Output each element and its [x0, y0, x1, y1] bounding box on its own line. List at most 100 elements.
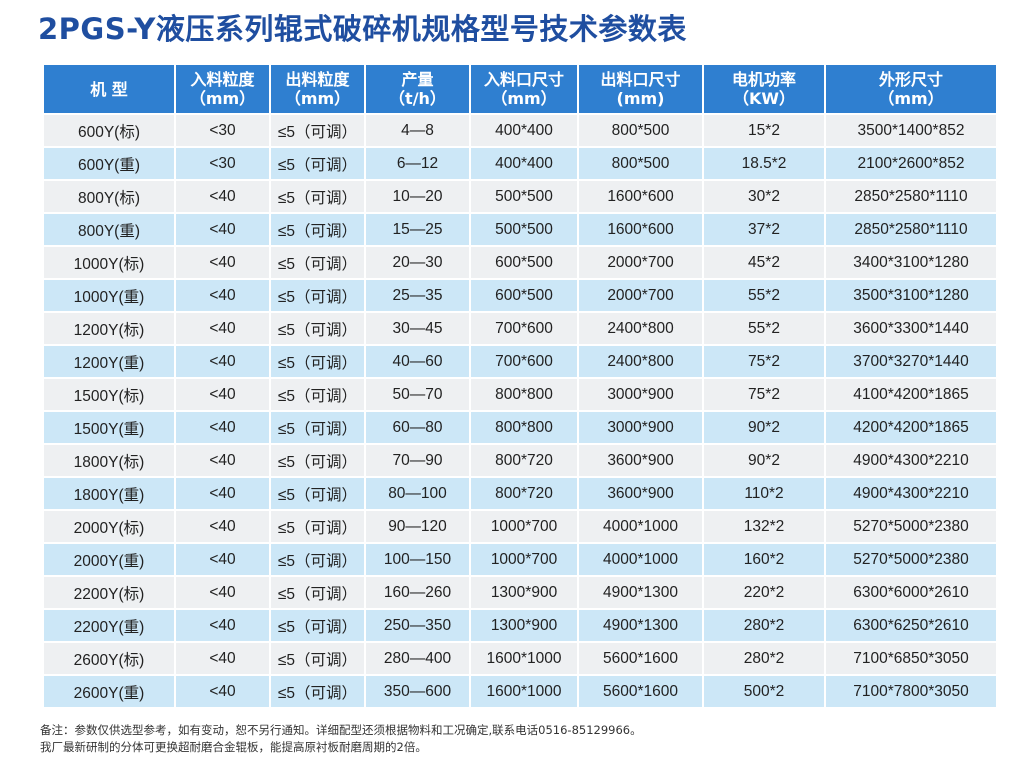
cell-motor-power: 37*2	[704, 214, 824, 245]
cell-feed-opening: 1300*900	[471, 610, 577, 641]
cell-feed-opening: 600*500	[471, 247, 577, 278]
cell-discharge-size: ≤5（可调）	[271, 676, 364, 707]
cell-feed-size: <40	[176, 577, 269, 608]
cell-feed-opening: 800*800	[471, 379, 577, 410]
cell-model: 1500Y(重)	[44, 412, 174, 443]
table-row: 1500Y(重) <40 ≤5（可调） 60—80 800*800 3000*900 90*…	[44, 412, 996, 443]
cell-discharge-size: ≤5（可调）	[271, 115, 364, 146]
cell-motor-power: 280*2	[704, 643, 824, 674]
cell-discharge-opening: 2400*800	[579, 313, 702, 344]
cell-feed-opening: 1000*700	[471, 511, 577, 542]
cell-model: 1000Y(标)	[44, 247, 174, 278]
table-row: 1200Y(重) <40 ≤5（可调） 40—60 700*600 2400*800 75*…	[44, 346, 996, 377]
cell-model: 2000Y(重)	[44, 544, 174, 575]
cell-discharge-size: ≤5（可调）	[271, 313, 364, 344]
cell-motor-power: 220*2	[704, 577, 824, 608]
cell-motor-power: 18.5*2	[704, 148, 824, 179]
cell-dimensions: 7100*7800*3050	[826, 676, 996, 707]
cell-motor-power: 55*2	[704, 313, 824, 344]
cell-discharge-opening: 2400*800	[579, 346, 702, 377]
cell-capacity: 10—20	[366, 181, 469, 212]
cell-motor-power: 110*2	[704, 478, 824, 509]
cell-model: 2600Y(重)	[44, 676, 174, 707]
cell-capacity: 50—70	[366, 379, 469, 410]
cell-feed-size: <30	[176, 148, 269, 179]
cell-discharge-size: ≤5（可调）	[271, 379, 364, 410]
cell-dimensions: 5270*5000*2380	[826, 544, 996, 575]
header-discharge-size: 出料粒度 （mm）	[271, 65, 364, 113]
cell-capacity: 60—80	[366, 412, 469, 443]
cell-feed-size: <40	[176, 544, 269, 575]
table-row: 2000Y(标) <40 ≤5（可调） 90—120 1000*700 4000*1000…	[44, 511, 996, 542]
cell-feed-size: <30	[176, 115, 269, 146]
header-label: 入料粒度	[190, 70, 255, 89]
header-unit: （mm）	[284, 89, 351, 108]
table-row: 2200Y(重) <40 ≤5（可调） 250—350 1300*900 4900*130…	[44, 610, 996, 641]
cell-motor-power: 75*2	[704, 346, 824, 377]
header-unit: （KW）	[732, 89, 796, 108]
cell-discharge-size: ≤5（可调）	[271, 511, 364, 542]
cell-feed-opening: 500*500	[471, 181, 577, 212]
table-row: 600Y(标) <30 ≤5（可调） 4—8 400*400 800*500 15*2 350…	[44, 115, 996, 146]
cell-feed-opening: 1600*1000	[471, 643, 577, 674]
cell-capacity: 350—600	[366, 676, 469, 707]
cell-motor-power: 132*2	[704, 511, 824, 542]
header-motor-power: 电机功率 （KW）	[704, 65, 824, 113]
cell-model: 1800Y(标)	[44, 445, 174, 476]
header-label: 电机功率	[731, 70, 796, 89]
cell-discharge-opening: 5600*1600	[579, 643, 702, 674]
table-row: 600Y(重) <30 ≤5（可调） 6—12 400*400 800*500 18.5*2…	[44, 148, 996, 179]
cell-feed-size: <40	[176, 610, 269, 641]
header-label: 外形尺寸	[878, 70, 943, 89]
header-unit: （mm）	[878, 89, 944, 108]
cell-capacity: 25—35	[366, 280, 469, 311]
cell-motor-power: 90*2	[704, 445, 824, 476]
cell-dimensions: 6300*6000*2610	[826, 577, 996, 608]
cell-model: 1500Y(标)	[44, 379, 174, 410]
cell-discharge-size: ≤5（可调）	[271, 577, 364, 608]
cell-capacity: 40—60	[366, 346, 469, 377]
cell-capacity: 20—30	[366, 247, 469, 278]
cell-discharge-size: ≤5（可调）	[271, 247, 364, 278]
cell-discharge-opening: 800*500	[579, 148, 702, 179]
cell-discharge-size: ≤5（可调）	[271, 346, 364, 377]
cell-model: 600Y(重)	[44, 148, 174, 179]
cell-feed-size: <40	[176, 445, 269, 476]
table-row: 1800Y(重) <40 ≤5（可调） 80—100 800*720 3600*900 11…	[44, 478, 996, 509]
table-row: 2600Y(标) <40 ≤5（可调） 280—400 1600*1000 5600*16…	[44, 643, 996, 674]
table-body: 600Y(标) <30 ≤5（可调） 4—8 400*400 800*500 15*2 350…	[44, 115, 996, 707]
cell-model: 1200Y(标)	[44, 313, 174, 344]
cell-discharge-opening: 3000*900	[579, 412, 702, 443]
cell-discharge-size: ≤5（可调）	[271, 412, 364, 443]
table-row: 800Y(重) <40 ≤5（可调） 15—25 500*500 1600*600 37*2…	[44, 214, 996, 245]
cell-dimensions: 3600*3300*1440	[826, 313, 996, 344]
header-label: 入料口尺寸	[483, 70, 564, 89]
cell-model: 2200Y(标)	[44, 577, 174, 608]
cell-motor-power: 75*2	[704, 379, 824, 410]
cell-dimensions: 3400*3100*1280	[826, 247, 996, 278]
cell-dimensions: 5270*5000*2380	[826, 511, 996, 542]
cell-motor-power: 30*2	[704, 181, 824, 212]
cell-discharge-opening: 4900*1300	[579, 577, 702, 608]
cell-capacity: 100—150	[366, 544, 469, 575]
cell-feed-opening: 700*600	[471, 313, 577, 344]
cell-discharge-opening: 1600*600	[579, 181, 702, 212]
cell-feed-size: <40	[176, 676, 269, 707]
cell-dimensions: 4100*4200*1865	[826, 379, 996, 410]
cell-capacity: 280—400	[366, 643, 469, 674]
table-row: 1000Y(标) <40 ≤5（可调） 20—30 600*500 2000*700 45*…	[44, 247, 996, 278]
cell-motor-power: 90*2	[704, 412, 824, 443]
cell-feed-size: <40	[176, 379, 269, 410]
cell-discharge-size: ≤5（可调）	[271, 181, 364, 212]
cell-feed-size: <40	[176, 412, 269, 443]
cell-discharge-opening: 3000*900	[579, 379, 702, 410]
cell-feed-opening: 800*720	[471, 478, 577, 509]
cell-feed-size: <40	[176, 313, 269, 344]
cell-dimensions: 4900*4300*2210	[826, 445, 996, 476]
cell-discharge-size: ≤5（可调）	[271, 280, 364, 311]
cell-discharge-size: ≤5（可调）	[271, 478, 364, 509]
cell-discharge-opening: 4000*1000	[579, 544, 702, 575]
table-row: 2000Y(重) <40 ≤5（可调） 100—150 1000*700 4000*100…	[44, 544, 996, 575]
cell-model: 800Y(重)	[44, 214, 174, 245]
cell-feed-opening: 600*500	[471, 280, 577, 311]
